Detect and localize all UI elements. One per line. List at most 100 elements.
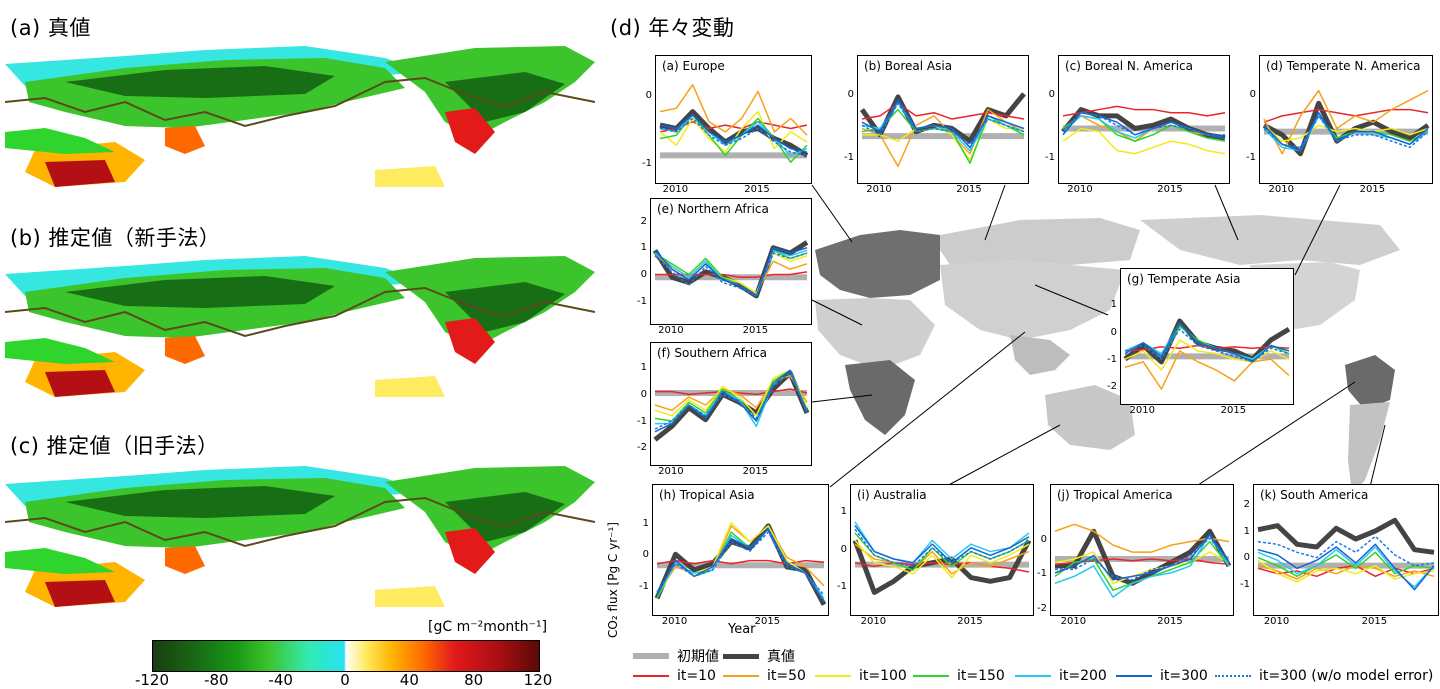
- y-tick-label: 0: [847, 88, 854, 100]
- y-tick-label: 0: [640, 269, 647, 281]
- subplot-title: (f) Southern Africa: [657, 346, 768, 360]
- flux-map-true: [5, 42, 595, 187]
- legend-label: 真値: [767, 649, 795, 665]
- x-tick-label: 2015: [744, 184, 770, 195]
- series-line-1: [659, 109, 809, 158]
- series-line-3: [854, 543, 1030, 575]
- x-tick-label: 2010: [1268, 184, 1294, 195]
- legend-swatch: [815, 675, 851, 677]
- legend-item: it=10: [633, 668, 716, 684]
- legend-swatch: [1215, 675, 1251, 677]
- series-line-3: [1263, 89, 1429, 155]
- x-tick-label: 2010: [661, 616, 688, 627]
- legend-label: 初期値: [677, 649, 719, 665]
- y-tick-label: 0: [1040, 533, 1047, 545]
- x-tick-label: 2010: [1263, 616, 1290, 627]
- y-tick-label: -1: [639, 580, 649, 592]
- coastline: [5, 286, 595, 338]
- series-line-2: [861, 102, 1025, 120]
- y-tick-label: -2: [1107, 381, 1117, 393]
- y-tick-label: 0: [1110, 326, 1117, 338]
- series-line-7: [854, 525, 1030, 564]
- y-tick-label: -1: [642, 157, 652, 169]
- y-tick-label: -1: [1037, 568, 1047, 580]
- flux-region-patch: [165, 336, 205, 364]
- x-tick-label: 2010: [1129, 405, 1155, 416]
- colorbar-tick-label: -40: [268, 671, 293, 689]
- y-tick-label: 0: [642, 549, 649, 561]
- subplot-svg: [859, 92, 1026, 168]
- legend-item: it=300 (w/o model error): [1215, 668, 1433, 684]
- region-europe: [815, 230, 940, 298]
- series-line-8: [1257, 535, 1435, 567]
- panel-b-title: (b) 推定値（新手法）: [10, 226, 221, 250]
- region-tropical-asia: [1010, 335, 1070, 375]
- subplot-11: (k) South America: [1253, 484, 1439, 616]
- region-boreal-asia: [940, 218, 1140, 265]
- y-tick-label: 1: [640, 362, 647, 374]
- connector-boreal-n-america: [1214, 184, 1239, 241]
- flux-region-patch: [165, 546, 205, 574]
- x-axis-label: Year: [728, 622, 756, 637]
- subplot-svg: [654, 522, 827, 606]
- x-tick-label: 2015: [1359, 184, 1386, 195]
- subplot-10: (j) Tropical America: [1050, 484, 1234, 616]
- connector-tropical-asia: [829, 331, 1026, 488]
- flux-region-patch: [65, 66, 335, 98]
- subplot-title: (k) South America: [1260, 488, 1369, 502]
- subplot-svg: [652, 240, 809, 299]
- subplot-3: (c) Boreal N. America: [1058, 55, 1230, 184]
- legend-label: it=300: [1160, 668, 1208, 684]
- colorbar-tick-label: -120: [134, 671, 170, 689]
- y-axis-label: CO₂ flux [Pg C yr⁻¹]: [606, 522, 620, 638]
- subplot-title: (b) Boreal Asia: [864, 59, 953, 73]
- legend-item: it=150: [913, 668, 1005, 684]
- series-line-3: [1062, 115, 1226, 142]
- subplot-title: (g) Temperate Asia: [1127, 272, 1241, 286]
- legend-item: it=100: [815, 668, 907, 684]
- x-tick-label: 2015: [957, 616, 983, 627]
- colorbar-tick-label: 120: [523, 671, 553, 689]
- flux-map-true-svg: [5, 46, 595, 187]
- series-line-2: [1263, 108, 1429, 123]
- y-tick-label: 1: [1110, 299, 1117, 311]
- series-line-2: [1062, 105, 1226, 117]
- panel-c-title: (c) 推定値（旧手法）: [10, 434, 219, 458]
- legend-label: it=100: [859, 668, 907, 684]
- y-tick-label: 0: [645, 90, 652, 102]
- y-tick-label: 1: [1243, 525, 1250, 537]
- connector-south-america: [1369, 424, 1386, 488]
- series-line-3: [659, 83, 808, 136]
- flux-region-patch: [45, 370, 115, 397]
- flux-region-patch: [45, 160, 115, 187]
- series-line-8: [656, 531, 825, 596]
- subplot-title: (i) Australia: [857, 488, 927, 502]
- connector-tropical-america: [1194, 381, 1356, 488]
- coastline: [5, 496, 595, 548]
- flux-region-patch: [375, 166, 445, 187]
- region-tropical-america: [1345, 355, 1395, 410]
- colorbar-tick-label: 40: [399, 671, 419, 689]
- flux-map-new-method: [5, 252, 595, 397]
- x-tick-label: 2010: [658, 325, 684, 336]
- y-tick-label: -2: [637, 442, 647, 454]
- legend-item: it=200: [1015, 668, 1107, 684]
- legend-item: 初期値: [633, 646, 719, 666]
- flux-region-patch: [445, 318, 495, 364]
- legend-label: it=150: [957, 668, 1005, 684]
- series-line-1: [653, 370, 810, 442]
- x-tick-label: 2015: [1157, 184, 1183, 195]
- series-line-6: [659, 114, 808, 157]
- series-line-8: [1055, 537, 1230, 581]
- y-tick-label: 1: [640, 242, 647, 254]
- subplot-1: (a) Europe: [655, 55, 812, 184]
- x-tick-label: 2010: [658, 466, 684, 477]
- flux-region-patch: [65, 486, 335, 518]
- colorbar-tick-label: 0: [340, 671, 350, 689]
- y-tick-label: 0: [1048, 88, 1055, 100]
- x-tick-label: 2010: [662, 184, 689, 195]
- y-tick-label: 2: [1243, 499, 1250, 510]
- panel-a-title: (a) 真値: [10, 16, 91, 40]
- flux-region-patch: [165, 126, 205, 154]
- legend-swatch: [633, 653, 669, 659]
